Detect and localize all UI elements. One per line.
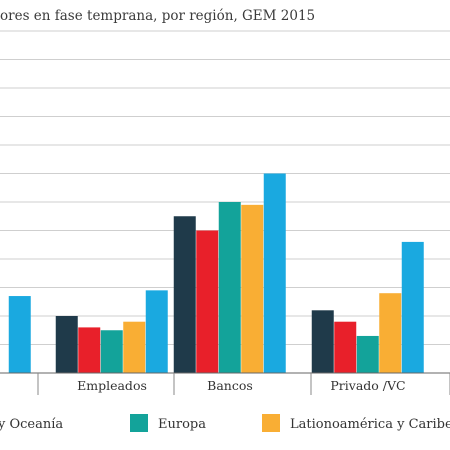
chart-title: ores en fase temprana, por región, GEM 2… [0,8,316,24]
legend-label: y Oceanía [0,417,63,432]
legend-swatch [262,414,280,432]
bar [241,204,264,373]
bar [8,296,31,373]
x-tick-label: Bancos [207,378,253,393]
legend-label: Lationoamérica y Caribe [290,417,450,432]
bar [401,241,424,373]
bar [123,321,146,373]
bar [263,173,286,373]
bar [379,293,402,373]
bar [78,327,101,373]
bar [145,290,168,373]
bar [218,202,241,373]
bars [8,173,424,373]
bar [334,321,357,373]
legend-label: Europa [158,417,206,432]
x-tick-label: Empleados [77,378,147,393]
bar [173,216,196,373]
x-axis: Empleados Bancos Privado /VC [0,372,450,395]
legend-swatch [130,414,148,432]
bar [196,230,219,373]
x-tick-label: Privado /VC [330,378,405,393]
bar [356,335,379,373]
bar [55,316,78,373]
legend: y Oceanía Europa Lationoamérica y Caribe [0,414,450,432]
bar [311,310,334,373]
bar [100,330,123,373]
